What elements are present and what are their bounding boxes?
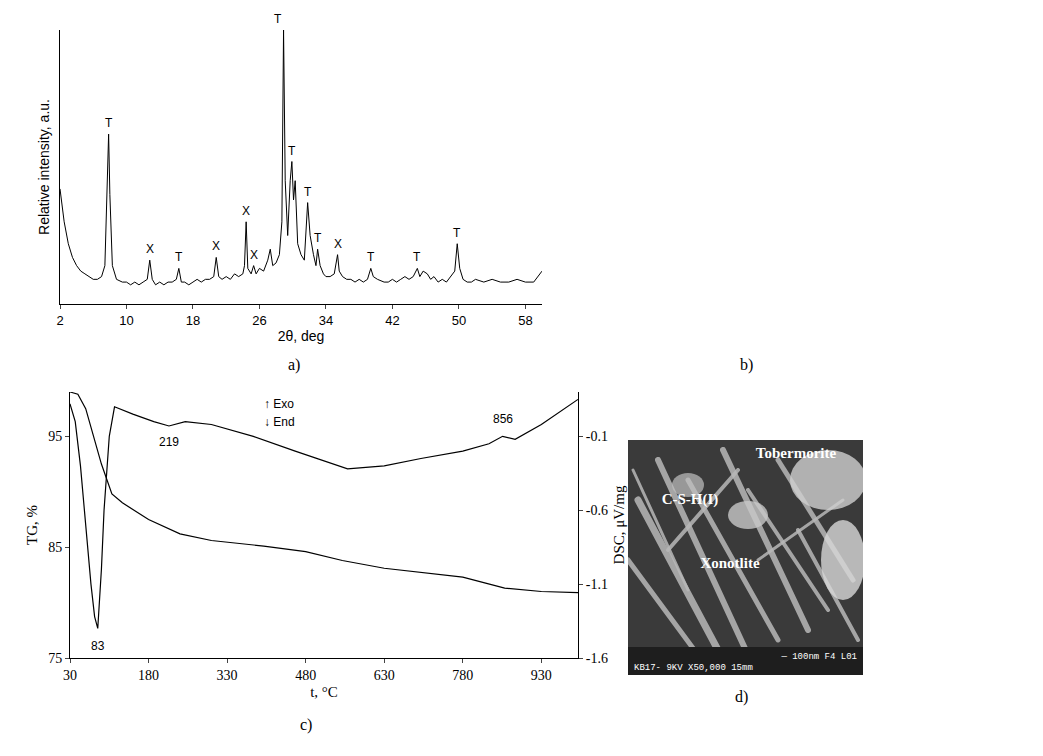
svg-text:10: 10 xyxy=(119,313,133,328)
svg-text:T: T xyxy=(453,226,461,240)
svg-text:85: 85 xyxy=(48,540,62,555)
svg-text:TG, %: TG, % xyxy=(24,505,40,545)
html-text:c): c) xyxy=(300,716,313,733)
svg-text:X: X xyxy=(242,204,250,218)
svg-text:X: X xyxy=(250,248,258,262)
svg-text:-1.1: -1.1 xyxy=(586,577,608,592)
svg-text:42: 42 xyxy=(385,313,399,328)
svg-text:T: T xyxy=(314,231,322,245)
svg-text:95: 95 xyxy=(48,429,62,444)
svg-text:T: T xyxy=(105,116,113,130)
svg-text:— 100nm F4 L01: — 100nm F4 L01 xyxy=(780,652,857,662)
svg-text:T: T xyxy=(367,250,375,264)
html-text:a): a) xyxy=(288,356,301,373)
html-text:b): b) xyxy=(740,356,754,373)
svg-text:X: X xyxy=(146,242,154,256)
svg-text:-1.6: -1.6 xyxy=(586,651,608,666)
svg-text:480: 480 xyxy=(295,668,316,683)
svg-text:X: X xyxy=(212,239,220,253)
svg-text:↑ Exo: ↑ Exo xyxy=(264,397,294,411)
svg-text:630: 630 xyxy=(374,668,395,683)
svg-text:-0.1: -0.1 xyxy=(586,429,608,444)
svg-text:-0.6: -0.6 xyxy=(586,503,608,518)
svg-text:180: 180 xyxy=(138,668,159,683)
svg-text:T: T xyxy=(288,144,296,158)
svg-text:Tobermorite: Tobermorite xyxy=(756,445,837,461)
svg-text:T: T xyxy=(175,250,183,264)
svg-text:2: 2 xyxy=(56,313,63,328)
svg-text:930: 930 xyxy=(531,668,552,683)
svg-text:KB17- 9KV X50,000 15mm: KB17- 9KV X50,000 15mm xyxy=(634,663,753,673)
svg-text:DSC, μV/mg: DSC, μV/mg xyxy=(611,485,627,564)
svg-text:2θ, deg: 2θ, deg xyxy=(278,328,325,344)
svg-text:50: 50 xyxy=(452,313,466,328)
svg-text:Relative intensity, a.u.: Relative intensity, a.u. xyxy=(36,99,52,235)
html-text:d): d) xyxy=(735,688,749,705)
svg-text:30: 30 xyxy=(63,668,77,683)
svg-text:T: T xyxy=(304,185,312,199)
svg-text:780: 780 xyxy=(452,668,473,683)
svg-text:219: 219 xyxy=(159,435,179,449)
svg-text:26: 26 xyxy=(252,313,266,328)
svg-text:58: 58 xyxy=(518,313,532,328)
svg-text:330: 330 xyxy=(217,668,238,683)
svg-text:Xonotlite: Xonotlite xyxy=(700,555,760,571)
svg-text:T: T xyxy=(413,250,421,264)
svg-text:↓ End: ↓ End xyxy=(264,415,295,429)
svg-text:75: 75 xyxy=(48,651,62,666)
svg-text:C-S-H(I): C-S-H(I) xyxy=(662,491,719,508)
svg-text:856: 856 xyxy=(493,412,513,426)
svg-text:T: T xyxy=(274,12,282,26)
svg-text:34: 34 xyxy=(319,313,333,328)
svg-text:18: 18 xyxy=(186,313,200,328)
svg-text:X: X xyxy=(334,237,342,251)
svg-text:t, °C: t, °C xyxy=(310,684,338,700)
svg-text:83: 83 xyxy=(91,639,105,653)
